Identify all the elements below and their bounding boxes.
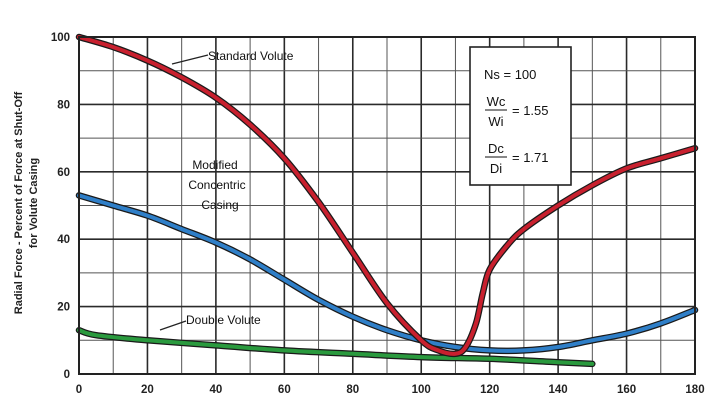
series-line-standard-volute	[77, 35, 697, 356]
x-tick-label: 160	[617, 384, 636, 396]
callout-standard-leader	[171, 54, 209, 65]
info-box: Ns = 100 Wc Wi = 1.55 Dc Di = 1.71	[469, 46, 572, 186]
x-tick-label: 140	[549, 384, 568, 396]
y-axis-title: Radial Force - Percent of Force at Shut-…	[13, 91, 40, 314]
callout-modified-line2: Concentric	[188, 178, 245, 192]
info-w-ratio: = 1.55	[512, 103, 549, 118]
y-tick-label: 20	[57, 302, 70, 314]
callout-double-label: Double Volute	[186, 313, 261, 327]
info-wi: Wi	[488, 114, 503, 129]
info-box-frame	[469, 46, 572, 186]
plot-frame	[78, 36, 696, 375]
callout-double-volute: Double Volute	[159, 313, 261, 331]
callout-double-leader	[159, 320, 187, 331]
y-axis-title-line2: for Volute Casing	[28, 158, 40, 248]
y-tick-label: 40	[57, 234, 70, 246]
series-line-double-volute	[77, 328, 595, 366]
y-axis-title-line1: Radial Force - Percent of Force at Shut-…	[13, 91, 25, 314]
y-tick-label: 80	[57, 99, 70, 111]
y-tick-label: 100	[51, 32, 70, 44]
info-d-ratio: = 1.71	[512, 150, 549, 165]
info-ns: Ns = 100	[484, 67, 536, 82]
tick-labels: 0 20 40 60 80 100 120 140 160 180 0 20 40 60 80 100	[51, 32, 705, 396]
callout-modified-line1: Modified	[192, 158, 237, 172]
y-tick-label: 0	[64, 369, 70, 381]
info-di: Di	[490, 161, 502, 176]
series-lines	[75, 33, 699, 368]
x-tick-label: 80	[346, 384, 359, 396]
callout-standard-volute: Standard Volute	[171, 49, 294, 65]
x-tick-label: 0	[76, 384, 82, 396]
x-tick-label: 180	[685, 384, 704, 396]
callout-modified-casing: Modified Concentric Casing	[188, 158, 245, 212]
info-dc: Dc	[488, 141, 504, 156]
x-tick-label: 40	[209, 384, 222, 396]
info-wc: Wc	[487, 94, 506, 109]
x-tick-label: 20	[141, 384, 154, 396]
x-tick-label: 60	[278, 384, 291, 396]
series-line-modified-concentric-casing	[77, 193, 697, 353]
x-tick-label: 100	[412, 384, 431, 396]
callout-standard-label: Standard Volute	[208, 49, 294, 63]
y-tick-label: 60	[57, 167, 70, 179]
x-tick-label: 120	[480, 384, 499, 396]
callout-modified-line3: Casing	[201, 198, 238, 212]
